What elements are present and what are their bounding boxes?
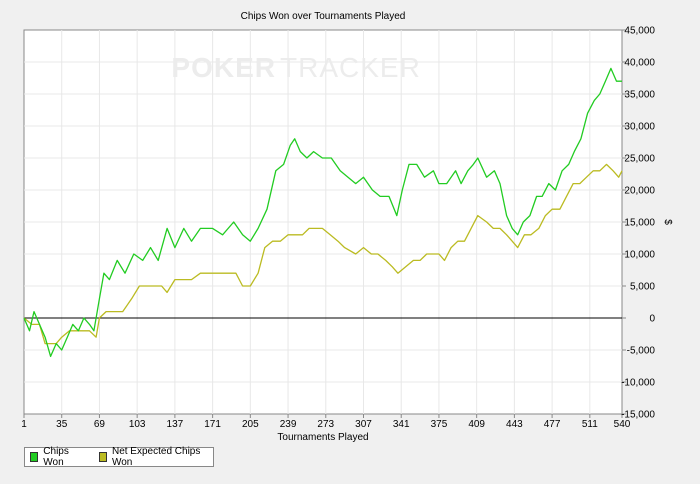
legend-label-net-expected: Net Expected Chips Won <box>111 446 201 468</box>
x-tick-label: 205 <box>242 419 259 430</box>
x-tick-label: 307 <box>355 419 372 430</box>
series-layer <box>23 67 623 358</box>
x-tick-label: 1 <box>21 419 27 430</box>
x-tick-label: 137 <box>167 419 184 430</box>
x-tick-label: 35 <box>56 419 68 430</box>
y-tick-label: 25,000 <box>624 154 655 165</box>
x-tick-label: 443 <box>506 419 523 430</box>
chart-title: Chips Won over Tournaments Played <box>241 11 406 22</box>
y-tick-label: 45,000 <box>624 26 655 37</box>
x-tick-label: 540 <box>614 419 631 430</box>
series-line-net-expected <box>23 163 623 345</box>
y-tick-label: 40,000 <box>624 58 655 69</box>
y-tick-label: 5,000 <box>630 282 655 293</box>
x-tick-label: 273 <box>317 419 334 430</box>
y-tick-label: 20,000 <box>624 186 655 197</box>
x-axis-ticks: 1 35 69 103 137 171 205 239 273 307 341 375 409 443 47… <box>21 414 631 430</box>
x-tick-label: 409 <box>468 419 485 430</box>
watermark-tracker: TRACKER <box>280 52 421 83</box>
legend-label-chips-won: Chips Won <box>43 446 69 468</box>
x-tick-label: 239 <box>280 419 297 430</box>
x-tick-label: 375 <box>431 419 448 430</box>
y-tick-label: 0 <box>649 314 655 325</box>
y-tick-label: 15,000 <box>624 218 655 229</box>
y-tick-label: -5,000 <box>627 346 656 357</box>
y-tick-label: 30,000 <box>624 122 655 133</box>
y-axis-ticks: -15,000 -10,000 -5,000 0 5,000 10,000 15,000 20… <box>621 26 655 421</box>
x-tick-label: 477 <box>544 419 561 430</box>
legend-item-net-expected: Net Expected Chips Won <box>98 446 201 468</box>
x-tick-label: 511 <box>582 419 598 430</box>
y-tick-label: 10,000 <box>624 250 655 261</box>
x-tick-label: 341 <box>393 419 410 430</box>
watermark-poker: POKER <box>171 52 276 83</box>
legend: Chips Won Net Expected Chips Won <box>24 446 214 468</box>
x-axis-title: Tournaments Played <box>277 432 368 443</box>
x-tick-label: 171 <box>204 419 221 430</box>
x-tick-label: 69 <box>94 419 106 430</box>
x-tick-label: 103 <box>129 419 146 430</box>
y-tick-label: -10,000 <box>621 378 655 389</box>
y-tick-label: 35,000 <box>624 90 655 101</box>
y-tick-label: -15,000 <box>621 410 655 421</box>
legend-swatch-chips-won <box>30 452 39 462</box>
legend-item-chips-won: Chips Won <box>30 446 82 468</box>
y-axis-title: $ <box>662 219 673 225</box>
series-line-chips-won <box>23 67 622 358</box>
legend-swatch-net-expected <box>98 452 107 462</box>
